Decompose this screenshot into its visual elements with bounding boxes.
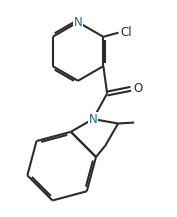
Text: Cl: Cl	[120, 26, 132, 39]
Text: O: O	[134, 82, 143, 95]
Text: N: N	[88, 113, 97, 126]
Text: N: N	[74, 16, 82, 29]
